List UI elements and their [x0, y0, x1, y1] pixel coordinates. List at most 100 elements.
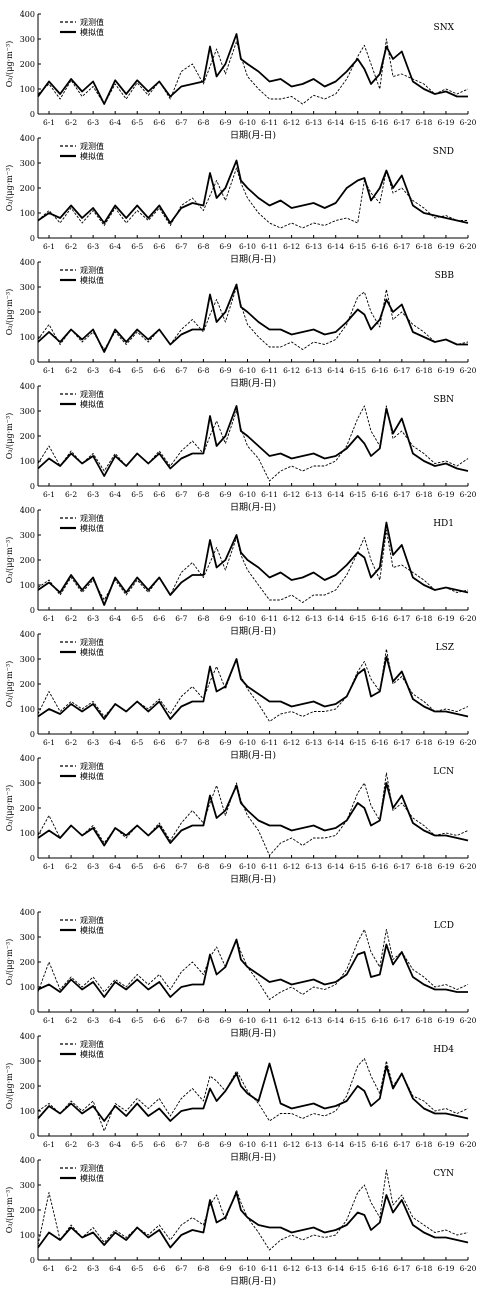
x-tick-label: 6-16 [371, 242, 388, 251]
y-tick-label: 0 [30, 854, 35, 863]
legend-simulated-label: 模拟值 [80, 1173, 104, 1183]
x-tick-label: 6-6 [153, 738, 165, 747]
y-tick-label: 100 [20, 209, 35, 218]
x-tick-label: 6-4 [109, 614, 121, 623]
x-tick-label: 6-3 [87, 862, 99, 871]
x-axis-label: 日期(月-日) [230, 1152, 276, 1163]
series-line-simulated [37, 655, 469, 720]
x-tick-label: 6-16 [371, 862, 388, 871]
x-tick-label: 6-2 [65, 490, 77, 499]
x-tick-label: 6-17 [393, 1140, 410, 1149]
x-tick-label: 6-4 [109, 738, 121, 747]
legend-observed-label: 观测值 [80, 1039, 104, 1049]
x-axis-label: 日期(月-日) [230, 130, 276, 141]
series-line-simulated [37, 33, 468, 105]
x-tick-label: 6-9 [219, 738, 231, 747]
series-line-simulated [37, 1062, 469, 1122]
x-tick-label: 6-1 [43, 614, 55, 623]
station-label: CYN [433, 1169, 454, 1179]
x-tick-label: 6-14 [327, 1264, 344, 1273]
x-tick-label: 6-13 [305, 614, 322, 623]
series-line-observed [37, 929, 469, 1000]
series-line-simulated [37, 1191, 469, 1249]
x-tick-label: 6-1 [43, 490, 55, 499]
x-tick-label: 6-9 [219, 862, 231, 871]
x-tick-label: 6-13 [305, 1264, 322, 1273]
legend-observed-label: 观测值 [80, 1163, 104, 1173]
series-line-observed [37, 1169, 469, 1251]
y-tick-label: 200 [20, 804, 35, 813]
x-tick-label: 6-1 [43, 862, 55, 871]
chart-panel-sbn: 0 100 200 300 400 6-1 6-2 6-3 6-4 6-5 6-6 6-7 6-8 6-9… [5, 382, 477, 513]
series-line-observed [37, 405, 469, 482]
x-tick-label: 6-10 [239, 1016, 256, 1025]
series-line-observed [37, 648, 469, 722]
y-tick-label: 400 [20, 134, 35, 143]
x-tick-label: 6-18 [415, 1264, 432, 1273]
x-tick-label: 6-8 [197, 490, 209, 499]
x-tick-label: 6-15 [349, 738, 366, 747]
x-tick-label: 6-8 [197, 738, 209, 747]
y-tick-label: 0 [30, 1132, 35, 1141]
x-tick-label: 6-20 [460, 1264, 477, 1273]
chart-panel-hd4: 0 100 200 300 400 6-1 6-2 6-3 6-4 6-5 6-6 6-7 6-8 6-9… [5, 1032, 477, 1163]
x-tick-label: 6-4 [109, 1264, 121, 1273]
x-tick-label: 6-14 [327, 738, 344, 747]
y-tick-label: 400 [20, 630, 35, 639]
x-tick-label: 6-1 [43, 1140, 55, 1149]
series-line-observed [37, 286, 469, 350]
x-tick-label: 6-12 [283, 118, 300, 127]
legend-observed-label: 观测值 [80, 265, 104, 275]
x-tick-label: 6-15 [349, 242, 366, 251]
chart-panel-lcn: 0 100 200 300 400 6-1 6-2 6-3 6-4 6-5 6-6 6-7 6-8 6-9… [5, 754, 477, 885]
y-tick-label: 300 [20, 1181, 35, 1190]
x-tick-label: 6-13 [305, 242, 322, 251]
x-tick-label: 6-4 [109, 862, 121, 871]
x-tick-label: 6-7 [175, 738, 187, 747]
x-tick-label: 6-15 [349, 1016, 366, 1025]
x-tick-label: 6-12 [283, 862, 300, 871]
x-tick-label: 6-14 [327, 242, 344, 251]
legend-observed-label: 观测值 [80, 637, 104, 647]
y-tick-label: 300 [20, 1057, 35, 1066]
y-tick-label: 400 [20, 908, 35, 917]
x-tick-label: 6-11 [261, 1140, 278, 1149]
x-tick-label: 6-15 [349, 490, 366, 499]
y-tick-label: 300 [20, 407, 35, 416]
x-tick-label: 6-2 [65, 118, 77, 127]
x-tick-label: 6-3 [87, 1264, 99, 1273]
x-tick-label: 6-2 [65, 242, 77, 251]
x-tick-label: 6-14 [327, 118, 344, 127]
legend-observed-label: 观测值 [80, 915, 104, 925]
station-label: LCD [434, 921, 454, 931]
x-tick-label: 6-15 [349, 1140, 366, 1149]
x-tick-label: 6-16 [371, 1264, 388, 1273]
y-tick-label: 100 [20, 705, 35, 714]
x-tick-label: 6-17 [393, 1016, 410, 1025]
x-tick-label: 6-5 [131, 118, 143, 127]
y-axis-label: O₃/(μg·m⁻³) [5, 661, 14, 708]
x-tick-label: 6-13 [305, 862, 322, 871]
x-tick-label: 6-3 [87, 614, 99, 623]
x-tick-label: 6-3 [87, 118, 99, 127]
x-tick-label: 6-12 [283, 1140, 300, 1149]
y-tick-label: 400 [20, 754, 35, 763]
x-axis-label: 日期(月-日) [230, 1028, 276, 1039]
series-line-observed [37, 167, 468, 229]
legend-simulated-label: 模拟值 [80, 771, 104, 781]
station-label: SBB [435, 271, 455, 281]
legend-simulated-label: 模拟值 [80, 523, 104, 533]
y-tick-label: 0 [30, 482, 35, 491]
x-tick-label: 6-5 [131, 1016, 143, 1025]
station-label: LCN [433, 767, 454, 777]
y-tick-label: 400 [20, 10, 35, 19]
y-axis-label: O₃/(μg·m⁻³) [5, 41, 14, 88]
y-tick-label: 200 [20, 680, 35, 689]
x-tick-label: 6-17 [393, 118, 410, 127]
x-tick-label: 6-13 [305, 118, 322, 127]
x-tick-label: 6-11 [261, 614, 278, 623]
x-tick-label: 6-19 [438, 738, 455, 747]
series-line-simulated [37, 938, 468, 998]
chart-panel-lsz: 0 100 200 300 400 6-1 6-2 6-3 6-4 6-5 6-6 6-7 6-8 6-9… [5, 630, 477, 761]
